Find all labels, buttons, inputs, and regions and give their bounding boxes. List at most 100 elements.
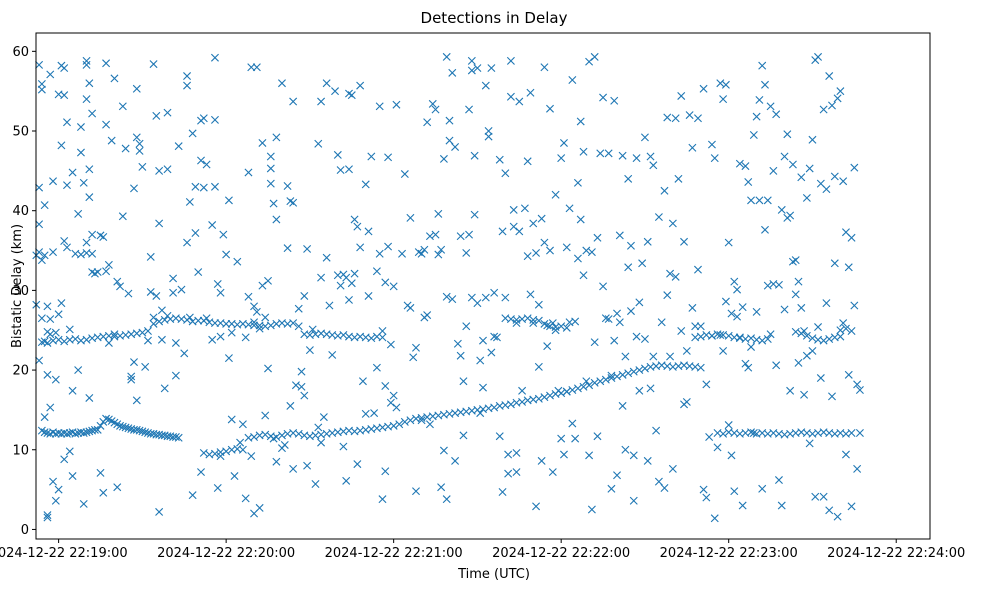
- data-point: [238, 420, 247, 429]
- data-point: [261, 411, 270, 420]
- data-point: [300, 291, 309, 300]
- data-point: [264, 364, 273, 373]
- data-point: [780, 152, 789, 161]
- data-point: [216, 288, 225, 297]
- data-point: [518, 397, 527, 406]
- data-point: [763, 335, 772, 343]
- data-point: [266, 179, 275, 188]
- data-point: [289, 198, 298, 207]
- data-point: [774, 476, 783, 485]
- data-point: [850, 163, 859, 172]
- data-point: [582, 377, 591, 386]
- data-point: [57, 429, 66, 438]
- data-point: [540, 238, 549, 247]
- data-point: [82, 428, 91, 437]
- data-point: [557, 389, 566, 398]
- data-point: [300, 391, 309, 400]
- x-tick-label: 2024-12-22 22:23:00: [660, 546, 798, 561]
- data-point: [199, 183, 208, 192]
- data-point: [819, 336, 828, 345]
- data-point: [688, 143, 697, 152]
- data-point: [479, 383, 487, 392]
- data-point: [811, 492, 820, 501]
- data-point: [855, 429, 864, 438]
- data-point: [721, 297, 730, 306]
- data-point: [749, 131, 758, 139]
- data-point: [113, 483, 122, 492]
- data-point: [814, 52, 823, 61]
- data-point: [250, 302, 259, 311]
- data-point: [741, 359, 750, 368]
- data-point: [104, 260, 113, 269]
- data-point: [339, 331, 348, 339]
- data-point: [693, 265, 702, 274]
- data-point: [713, 443, 722, 452]
- data-point: [135, 426, 144, 435]
- data-point: [593, 233, 602, 242]
- data-point: [102, 267, 111, 276]
- data-point: [347, 91, 356, 100]
- data-point: [252, 307, 261, 316]
- data-point: [504, 450, 513, 459]
- data-point: [389, 391, 398, 400]
- data-point: [40, 428, 49, 437]
- data-point: [68, 168, 77, 177]
- data-point: [37, 80, 46, 88]
- data-point: [808, 334, 817, 343]
- data-point: [615, 231, 624, 240]
- data-point: [384, 153, 393, 162]
- data-point: [289, 319, 298, 328]
- data-point: [49, 177, 58, 186]
- data-point: [63, 118, 71, 127]
- data-point: [250, 318, 259, 327]
- data-point: [825, 335, 834, 343]
- data-point: [40, 251, 49, 260]
- data-point: [431, 230, 440, 239]
- data-point: [772, 110, 781, 119]
- data-point: [456, 232, 465, 241]
- data-point: [146, 252, 155, 261]
- data-point: [847, 429, 856, 438]
- data-point: [646, 384, 655, 393]
- data-point: [682, 397, 691, 406]
- data-point: [579, 382, 588, 391]
- data-point: [761, 80, 769, 89]
- data-point: [54, 429, 63, 438]
- x-axis: 2024-12-22 22:19:00 2024-12-22 22:20:00 20…: [0, 539, 965, 561]
- data-point: [118, 102, 127, 111]
- data-point: [224, 354, 233, 363]
- data-point: [797, 303, 806, 312]
- data-point: [719, 95, 728, 104]
- data-point: [155, 219, 164, 228]
- data-markers: [32, 52, 864, 523]
- data-point: [557, 322, 566, 331]
- data-point: [308, 325, 317, 334]
- y-tick-label: 60: [12, 45, 29, 60]
- data-point: [470, 151, 479, 160]
- data-point: [573, 384, 582, 393]
- data-point: [35, 248, 44, 257]
- data-point: [82, 60, 91, 69]
- data-point: [828, 392, 836, 401]
- data-point: [244, 292, 253, 301]
- data-point: [174, 142, 183, 151]
- data-point: [99, 233, 108, 241]
- data-point: [336, 281, 345, 290]
- data-point: [562, 323, 571, 332]
- data-point: [571, 434, 580, 443]
- data-point: [791, 256, 800, 265]
- data-point: [49, 248, 58, 257]
- data-point: [51, 375, 60, 384]
- data-point: [210, 449, 219, 458]
- data-point: [568, 386, 577, 394]
- data-point: [409, 353, 418, 362]
- data-point: [423, 311, 432, 320]
- data-point: [272, 215, 281, 224]
- data-point: [82, 238, 91, 247]
- data-point: [587, 248, 596, 257]
- data-point: [557, 434, 566, 443]
- data-point: [490, 403, 499, 412]
- data-point: [116, 421, 125, 430]
- data-point: [60, 337, 69, 346]
- data-point: [93, 268, 102, 277]
